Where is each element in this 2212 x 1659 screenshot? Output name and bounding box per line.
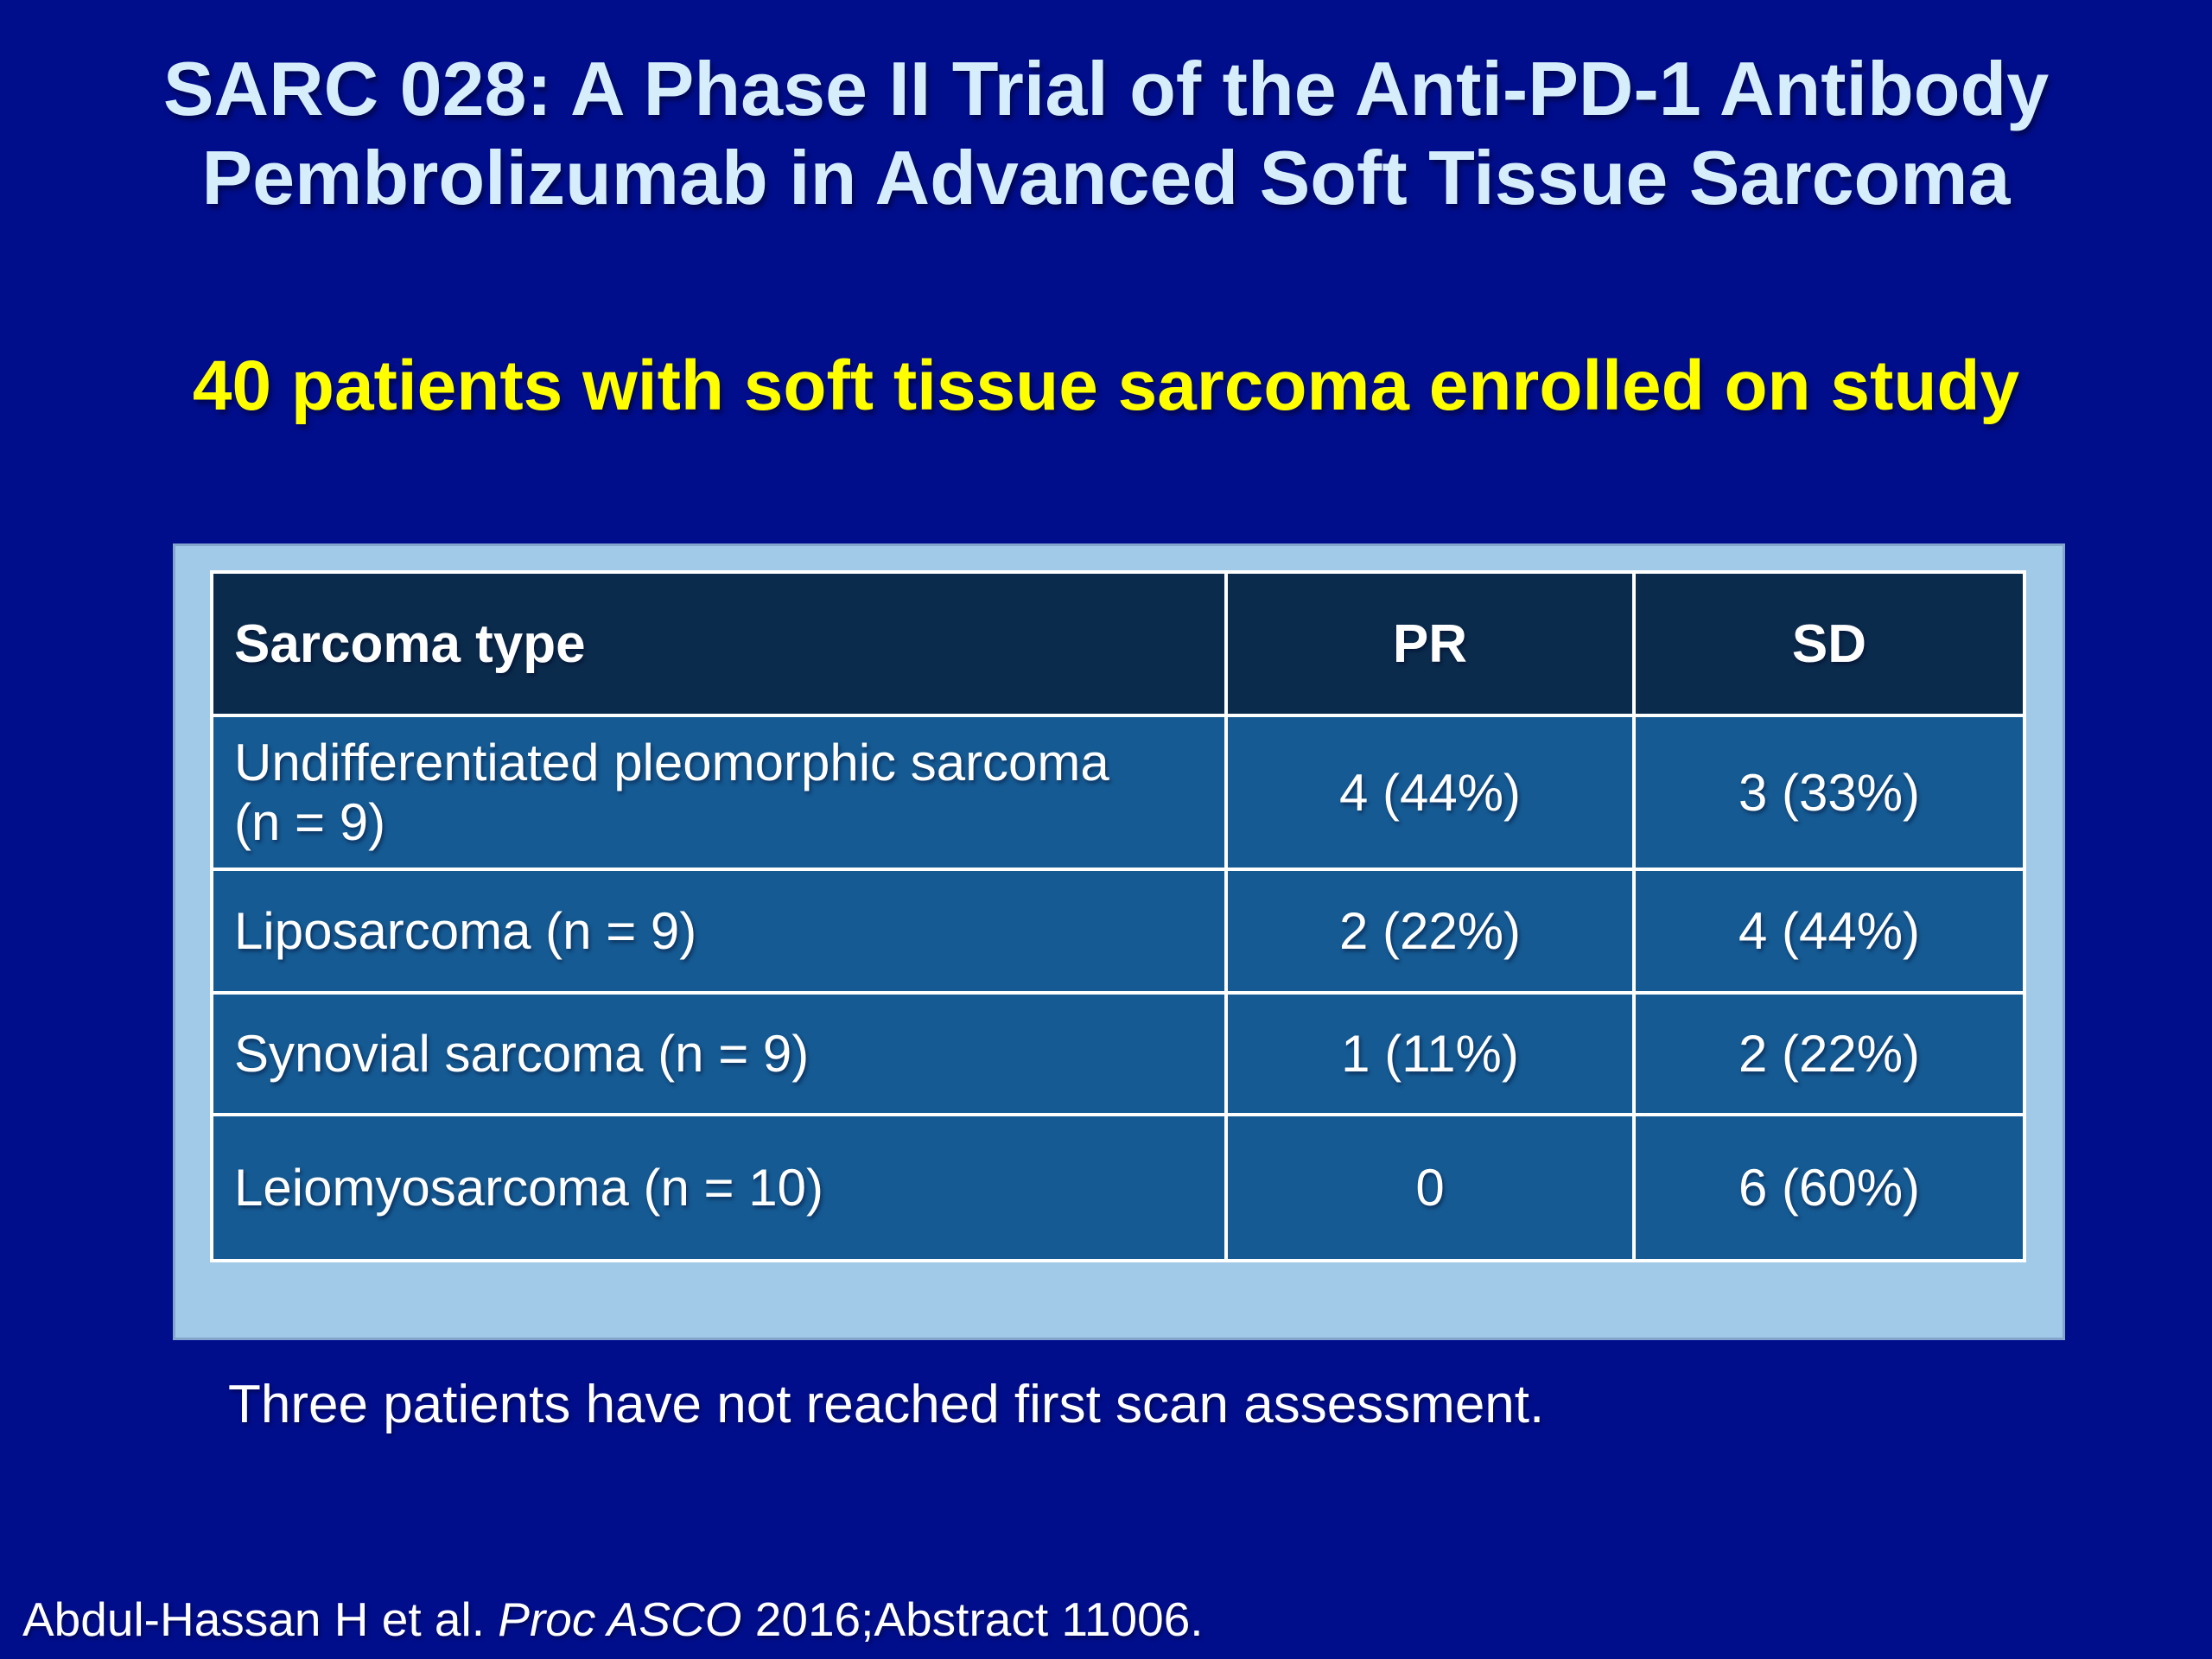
citation-reference: 2016;Abstract 11006.: [741, 1592, 1204, 1646]
citation-journal: Proc ASCO: [498, 1592, 742, 1646]
table-cell-row2-sd: 4 (44%): [1636, 871, 2023, 991]
table-cell-row2-sarcoma-type: Liposarcoma (n = 9): [213, 871, 1224, 991]
slide-title: SARC 028: A Phase II Trial of the Anti-P…: [162, 46, 2050, 220]
table-cell-row3-sarcoma-type: Synovial sarcoma (n = 9): [213, 995, 1224, 1113]
table-cell-row4-sarcoma-type: Leiomyosarcoma (n = 10): [213, 1116, 1224, 1259]
note-text: Three patients have not reached first sc…: [228, 1375, 1545, 1434]
column-header-sd: SD: [1636, 574, 2023, 714]
results-table-frame: Sarcoma type PR SD Undifferentiated pleo…: [173, 543, 2065, 1340]
table-cell-row4-pr: 0: [1228, 1116, 1632, 1259]
citation-authors: Abdul-Hassan H et al.: [22, 1592, 499, 1646]
table-cell-row1-pr: 4 (44%): [1228, 717, 1632, 868]
table-cell-row3-sd: 2 (22%): [1636, 995, 2023, 1113]
citation: Abdul-Hassan H et al. Proc ASCO 2016;Abs…: [22, 1592, 1204, 1647]
table-cell-row3-pr: 1 (11%): [1228, 995, 1632, 1113]
table-cell-row1-sarcoma-type: Undifferentiated pleomorphic sarcoma (n …: [213, 717, 1224, 868]
slide-subtitle: 40 patients with soft tissue sarcoma enr…: [192, 346, 2020, 425]
column-header-sarcoma-type: Sarcoma type: [213, 574, 1224, 714]
table-cell-row4-sd: 6 (60%): [1636, 1116, 2023, 1259]
column-header-pr: PR: [1228, 574, 1632, 714]
table-cell-row2-pr: 2 (22%): [1228, 871, 1632, 991]
results-table: Sarcoma type PR SD Undifferentiated pleo…: [210, 570, 2026, 1262]
table-cell-row1-sd: 3 (33%): [1636, 717, 2023, 868]
